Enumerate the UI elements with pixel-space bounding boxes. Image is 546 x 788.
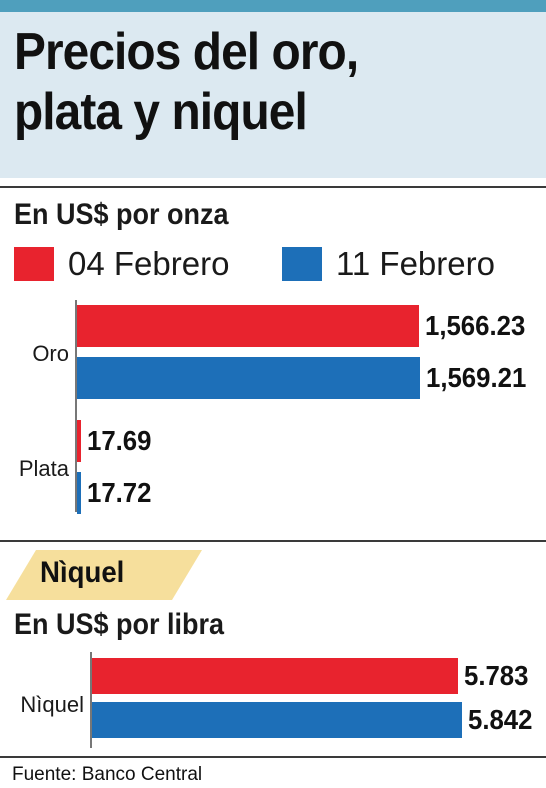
category-label-plata: Plata: [18, 456, 69, 481]
nickel-section-label: Nìquel: [40, 556, 125, 589]
nickel-axis: [90, 652, 92, 748]
separator-top: [0, 186, 546, 188]
legend-item-feb04: 04 Febrero: [14, 244, 229, 284]
bar-plata-series-1: [77, 472, 81, 514]
separator-bottom: [0, 756, 546, 758]
legend-swatch-feb04: [14, 247, 54, 281]
bar-oro-series-1: [77, 357, 420, 399]
legend-swatch-feb11: [282, 247, 322, 281]
value-label-nìquel-series-1: 5.842: [468, 704, 533, 735]
page-title: Precios del oro, plata y niquel: [14, 22, 359, 142]
nickel-section-tab: [6, 550, 202, 600]
title-line-2: plata y niquel: [14, 83, 308, 141]
separator-middle: [0, 540, 546, 542]
source-note: Fuente: Banco Central: [12, 764, 203, 785]
title-line-1: Precios del oro,: [14, 23, 359, 81]
category-label-nìquel: Nìquel: [20, 692, 84, 717]
bar-nìquel-series-1: [92, 702, 462, 738]
top-accent-strip: [0, 0, 546, 12]
legend-label-feb04: 04 Febrero: [68, 245, 230, 282]
bar-plata-series-0: [77, 420, 81, 462]
title-box: [0, 12, 546, 178]
gold-silver-axis: [75, 300, 77, 512]
nickel-unit-label: En US$ por libra: [14, 608, 225, 641]
value-label-nìquel-series-0: 5.783: [464, 660, 529, 691]
gold-silver-unit-label: En US$ por onza: [14, 198, 229, 231]
category-label-oro: Oro: [32, 341, 69, 366]
bar-nìquel-series-0: [92, 658, 458, 694]
value-label-plata-series-1: 17.72: [87, 477, 152, 508]
legend-item-feb11: 11 Febrero: [282, 244, 495, 284]
value-label-oro-series-0: 1,566.23: [425, 310, 526, 341]
legend-label-feb11: 11 Febrero: [336, 245, 495, 282]
value-label-plata-series-0: 17.69: [87, 425, 152, 456]
bar-oro-series-0: [77, 305, 419, 347]
value-label-oro-series-1: 1,569.21: [426, 362, 527, 393]
